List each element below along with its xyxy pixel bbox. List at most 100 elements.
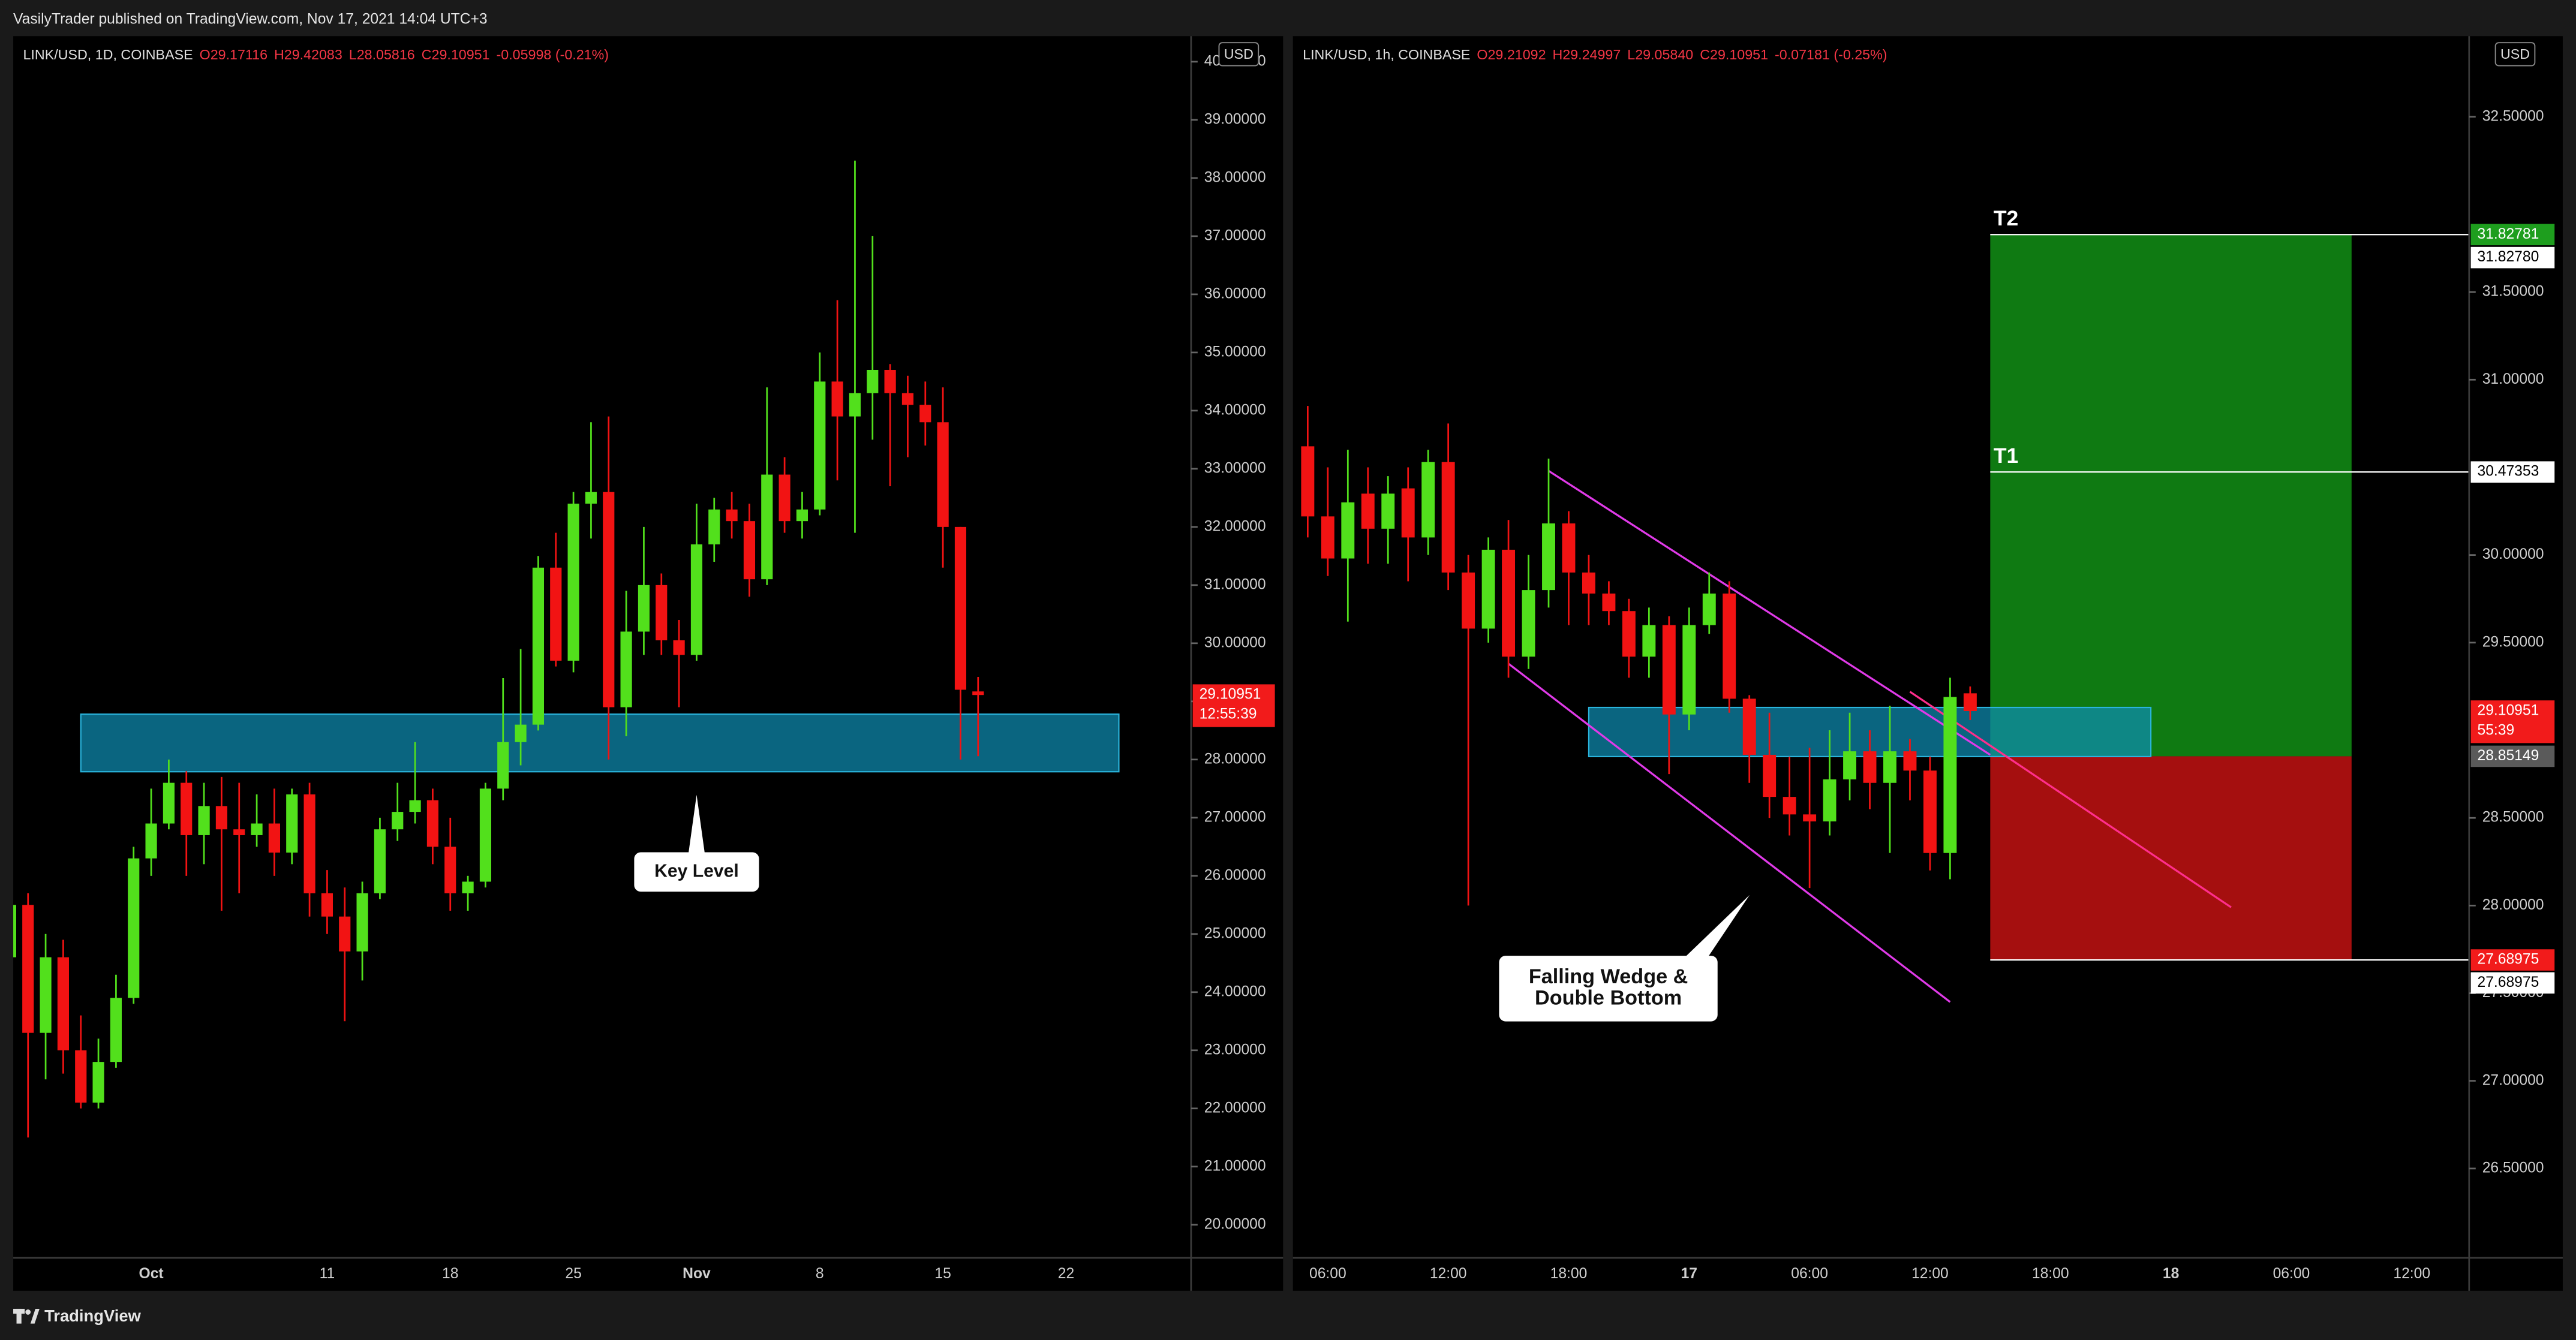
y-tick-label: 28.00000 bbox=[2482, 897, 2544, 913]
candle-body bbox=[620, 631, 632, 707]
callout-text: Key Level bbox=[654, 861, 739, 881]
candle-body bbox=[1582, 572, 1595, 594]
chart-legend: LINK/USD, 1D, COINBASE O29.17116 H29.42083… bbox=[23, 47, 609, 62]
candle-body bbox=[1742, 698, 1756, 755]
candle-body bbox=[1903, 751, 1917, 771]
candle-body bbox=[550, 567, 562, 661]
level-label: T1 bbox=[1994, 444, 2019, 468]
currency: USD bbox=[1224, 46, 1254, 62]
y-tick-label: 28.50000 bbox=[2482, 809, 2544, 826]
y-tick-label: 31.50000 bbox=[2482, 284, 2544, 300]
y-tick-label: 29.50000 bbox=[2482, 634, 2544, 650]
candle-body bbox=[339, 916, 351, 951]
price-label-box bbox=[2470, 246, 2555, 269]
candle-body bbox=[1843, 751, 1857, 779]
candle-body bbox=[814, 381, 826, 510]
candle-body bbox=[603, 492, 615, 707]
candle-body bbox=[1462, 572, 1475, 629]
price-countdown: 55:39 bbox=[2478, 722, 2515, 738]
y-tick-label: 20.00000 bbox=[1204, 1216, 1266, 1232]
candle-body bbox=[1863, 751, 1877, 783]
price-label: 27.68975 bbox=[2478, 951, 2539, 968]
candle-body bbox=[1361, 493, 1375, 529]
trend-line bbox=[1548, 469, 1991, 756]
candle-body bbox=[1662, 625, 1676, 715]
x-tick-label: 06:00 bbox=[1309, 1266, 1346, 1282]
candle-body bbox=[1481, 549, 1495, 629]
candle-body bbox=[22, 905, 34, 1033]
symbol: LINK/USD, 1D, COINBASE bbox=[23, 47, 193, 62]
candle-body bbox=[13, 905, 16, 957]
candle-body bbox=[1401, 488, 1415, 538]
candle-body bbox=[1421, 462, 1435, 538]
candle-body bbox=[796, 509, 808, 522]
candle-body bbox=[867, 369, 879, 393]
price-label: 28.85149 bbox=[2478, 748, 2539, 764]
chart-panel bbox=[1292, 36, 2563, 1291]
candle-body bbox=[1723, 593, 1736, 699]
candle-body bbox=[374, 829, 386, 893]
price-countdown: 12:55:39 bbox=[1200, 706, 1257, 722]
y-tick-label: 34.00000 bbox=[1204, 402, 1266, 418]
y-tick-label: 31.00000 bbox=[2482, 371, 2544, 387]
x-tick-label: 06:00 bbox=[1791, 1266, 1828, 1282]
x-tick-label: 12:00 bbox=[1911, 1266, 1949, 1282]
candle-body bbox=[761, 474, 773, 580]
currency-box bbox=[1218, 42, 1260, 67]
candle-body bbox=[1441, 462, 1455, 573]
candle-body bbox=[392, 812, 404, 830]
legend-value: C29.10951 bbox=[422, 47, 490, 62]
candle-body bbox=[75, 1050, 87, 1103]
footer-brand: TradingView bbox=[44, 1306, 141, 1325]
callout-box bbox=[634, 852, 759, 892]
y-tick-label: 38.00000 bbox=[1204, 169, 1266, 185]
candle-body bbox=[1963, 693, 1977, 712]
callout-box bbox=[1499, 956, 1718, 1022]
level-label: T2 bbox=[1994, 206, 2019, 230]
candle-body bbox=[1883, 751, 1896, 783]
candle-body bbox=[849, 393, 861, 417]
candle-body bbox=[1823, 779, 1836, 822]
y-tick-label: 27.00000 bbox=[2482, 1072, 2544, 1088]
candle-body bbox=[1642, 625, 1656, 657]
chart-legend: LINK/USD, 1h, COINBASE O29.21092 H29.24997… bbox=[1303, 47, 1887, 62]
x-tick-label: 06:00 bbox=[2273, 1266, 2310, 1282]
x-tick-label: Nov bbox=[683, 1266, 711, 1282]
candle-body bbox=[1522, 590, 1535, 657]
candle-body bbox=[567, 504, 579, 661]
candle-body bbox=[1602, 593, 1616, 612]
legend-value: H29.24997 bbox=[1552, 47, 1621, 62]
candle-body bbox=[286, 794, 298, 853]
y-tick-label: 36.00000 bbox=[1204, 285, 1266, 302]
price-label: 27.68975 bbox=[2478, 974, 2539, 990]
price-label: 29.10951 bbox=[1200, 686, 1261, 703]
candle-body bbox=[110, 998, 122, 1062]
candle-body bbox=[884, 369, 896, 393]
x-tick-label: 17 bbox=[1681, 1266, 1697, 1282]
legend-value: H29.42083 bbox=[274, 47, 342, 62]
candle-body bbox=[901, 393, 914, 405]
candle-body bbox=[1923, 770, 1937, 853]
x-tick-label: 12:00 bbox=[1430, 1266, 1467, 1282]
candle-body bbox=[673, 640, 685, 655]
price-label-box bbox=[2470, 972, 2555, 994]
candle-body bbox=[444, 847, 456, 893]
trend-line bbox=[1508, 663, 1951, 1003]
footer-logo: TradingView bbox=[13, 1306, 142, 1325]
candle-body bbox=[1542, 523, 1555, 591]
candle-body bbox=[1502, 549, 1516, 657]
candle-body bbox=[831, 381, 843, 417]
trend-line bbox=[1909, 691, 2232, 908]
candle-body bbox=[321, 893, 333, 917]
y-tick-label: 37.00000 bbox=[1204, 227, 1266, 243]
candle-body bbox=[40, 957, 52, 1033]
y-tick-label: 30.00000 bbox=[1204, 634, 1266, 651]
candle-body bbox=[128, 858, 140, 998]
candle-body bbox=[1301, 446, 1315, 517]
candle-body bbox=[356, 893, 368, 951]
candle-body bbox=[215, 806, 228, 830]
callout-text: Falling Wedge & bbox=[1529, 965, 1688, 988]
price-label-box bbox=[2470, 700, 2555, 743]
candle-body bbox=[638, 585, 650, 632]
candle-body bbox=[1783, 797, 1796, 815]
